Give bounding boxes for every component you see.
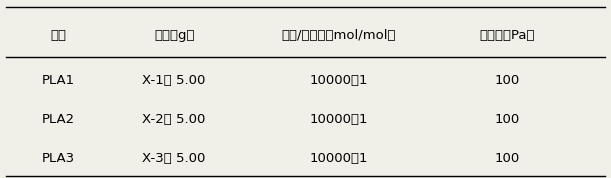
- Text: PLA1: PLA1: [42, 74, 75, 87]
- Text: 100: 100: [494, 152, 520, 165]
- Text: 10000：1: 10000：1: [310, 74, 368, 87]
- Text: 编号: 编号: [50, 29, 66, 42]
- Text: 真空度（Pa）: 真空度（Pa）: [480, 29, 535, 42]
- Text: 10000：1: 10000：1: [310, 113, 368, 126]
- Text: 10000：1: 10000：1: [310, 152, 368, 165]
- Text: PLA3: PLA3: [42, 152, 75, 165]
- Text: X-1： 5.00: X-1： 5.00: [142, 74, 206, 87]
- Text: PLA2: PLA2: [42, 113, 75, 126]
- Text: 单体/催化剂（mol/mol）: 单体/催化剂（mol/mol）: [282, 29, 397, 42]
- Text: X-2： 5.00: X-2： 5.00: [142, 113, 206, 126]
- Text: X-3： 5.00: X-3： 5.00: [142, 152, 206, 165]
- Text: 100: 100: [494, 74, 520, 87]
- Text: 100: 100: [494, 113, 520, 126]
- Text: 单体（g）: 单体（g）: [154, 29, 194, 42]
